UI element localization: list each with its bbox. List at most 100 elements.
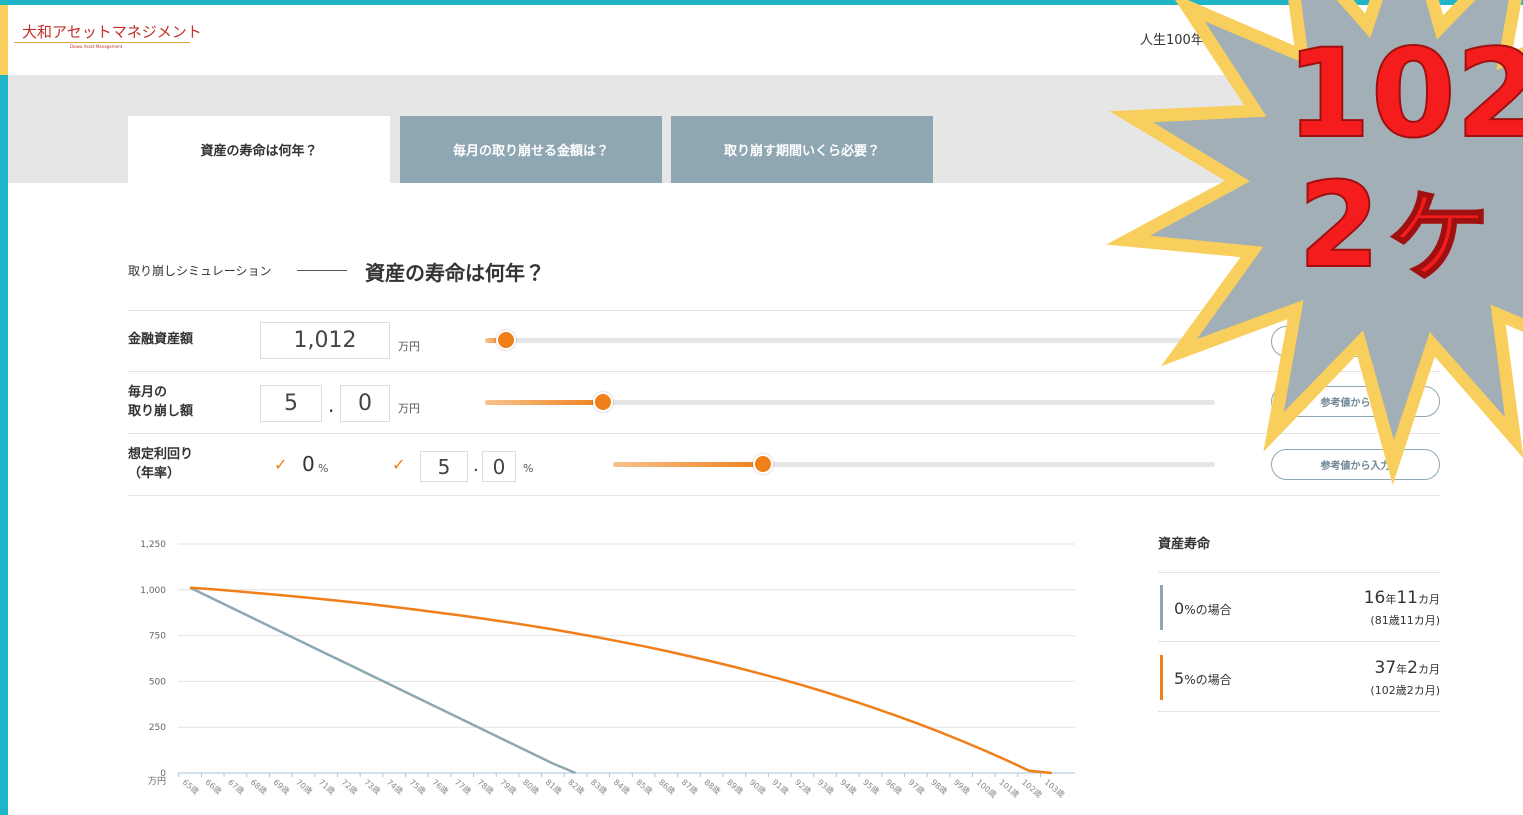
- section-label: 取り崩しシミュレーション: [128, 262, 272, 279]
- x-tick-label: 72歳: [339, 777, 359, 796]
- x-tick-label: 71歳: [317, 777, 337, 796]
- result-rate-suffix: %の場合: [1184, 603, 1231, 617]
- divider: [1158, 711, 1440, 712]
- checkbox[interactable]: ✓: [274, 455, 287, 474]
- x-tick-label: 81歳: [544, 777, 564, 796]
- x-tick-label: 84歳: [612, 777, 632, 796]
- section-title: 資産の寿命は何年？: [365, 257, 545, 286]
- result-age: (81歳11カ月): [1258, 612, 1440, 628]
- x-tick-label: 73歳: [362, 777, 382, 796]
- y-tick-label: 500: [149, 677, 166, 687]
- int-input[interactable]: 5: [260, 385, 322, 422]
- checkbox[interactable]: ✓: [392, 455, 405, 474]
- logo-underline: [14, 42, 190, 43]
- x-tick-label: 80歳: [521, 777, 541, 796]
- x-tick-label: 79歳: [498, 777, 518, 796]
- field-label: 想定利回り（年率）: [128, 445, 193, 483]
- x-tick-label: 75歳: [408, 777, 428, 796]
- x-tick-label: 69歳: [271, 777, 291, 796]
- slider-knob[interactable]: [496, 330, 516, 350]
- x-tick-label: 98歳: [929, 777, 949, 796]
- x-tick-label: 66歳: [203, 777, 223, 796]
- int-input[interactable]: 5: [420, 451, 468, 482]
- series-line: [190, 588, 576, 773]
- reference-button[interactable]: 参考値から入力: [1271, 386, 1440, 417]
- x-tick-label: 86歳: [657, 777, 677, 796]
- x-tick-label: 82歳: [566, 777, 586, 796]
- result-value: 37年2カ月: [1258, 658, 1440, 678]
- dec-input[interactable]: 0: [482, 451, 516, 482]
- x-tick-label: 101歳: [997, 777, 1021, 800]
- x-tick-label: 91歳: [770, 777, 790, 796]
- x-tick-label: 94歳: [838, 777, 858, 796]
- label-line: 取り崩し額: [128, 404, 193, 419]
- logo[interactable]: 大和アセットマネジメント: [22, 21, 202, 42]
- label-line: 想定利回り: [128, 447, 193, 462]
- x-tick-label: 93歳: [816, 777, 836, 796]
- screenshot: 大和アセットマネジメント Daiwa Asset Management 人生10…: [0, 0, 1523, 815]
- series-line: [190, 588, 1052, 773]
- slider-knob[interactable]: [753, 454, 773, 474]
- x-tick-label: 76歳: [430, 777, 450, 796]
- x-tick-label: 87歳: [680, 777, 700, 796]
- result-value: 16年11カ月: [1258, 588, 1440, 608]
- result-rate-suffix: %の場合: [1184, 673, 1231, 687]
- divider: [128, 310, 1440, 311]
- result-bar: [1160, 585, 1163, 630]
- x-tick-label: 88歳: [702, 777, 722, 796]
- x-tick-label: 83歳: [589, 777, 609, 796]
- slider-knob[interactable]: [593, 392, 613, 412]
- months-unit: カ月: [1418, 663, 1440, 676]
- nav-link[interactable]: 人生100年時: [1140, 29, 1217, 48]
- header: 大和アセットマネジメント Daiwa Asset Management 人生10…: [8, 5, 1523, 75]
- decimal-sep: .: [328, 393, 334, 417]
- months: 2: [1407, 658, 1418, 678]
- x-tick-label: 103歳: [1043, 777, 1067, 800]
- decimal-sep: .: [473, 455, 479, 476]
- label-line: 毎月の: [128, 385, 167, 400]
- asset-input[interactable]: 1,012: [260, 322, 390, 359]
- unit: 万円: [398, 400, 420, 416]
- slider-fill: [613, 462, 763, 467]
- x-tick-label: 85歳: [634, 777, 654, 796]
- years-unit: 年: [1396, 663, 1407, 676]
- slider-track[interactable]: [485, 338, 1215, 343]
- x-tick-label: 74歳: [385, 777, 405, 796]
- x-tick-label: 96歳: [884, 777, 904, 796]
- tab-active[interactable]: 資産の寿命は何年？: [128, 116, 390, 183]
- months: 11: [1396, 588, 1418, 608]
- reference-button[interactable]: 参考値から入力: [1271, 449, 1440, 480]
- divider: [1158, 572, 1440, 573]
- dec-input[interactable]: 0: [340, 385, 390, 422]
- x-tick-label: 102歳: [1020, 777, 1044, 800]
- page: Simulation { "header": {"logo": "大和アセットマ…: [0, 0, 1523, 815]
- tab[interactable]: 取り崩す期間いくら必要？: [671, 116, 933, 183]
- result-rate: 0: [1174, 599, 1184, 618]
- y-tick-label: 1,000: [140, 586, 166, 596]
- x-tick-label: 92歳: [793, 777, 813, 796]
- result-label: 5%の場合: [1174, 669, 1232, 688]
- x-tick-label: 70歳: [294, 777, 314, 796]
- y-tick-label: 1,250: [140, 540, 166, 550]
- y-tick-label: 750: [149, 632, 166, 642]
- x-tick-label: 89歳: [725, 777, 745, 796]
- x-tick-label: 78歳: [476, 777, 496, 796]
- years: 37: [1375, 658, 1397, 678]
- field-label: 金融資産額: [128, 330, 193, 349]
- divider: [128, 433, 1440, 434]
- tab[interactable]: 毎月の取り崩せる金額は？: [400, 116, 662, 183]
- result-label: 0%の場合: [1174, 599, 1232, 618]
- unit: 万円: [398, 338, 420, 354]
- divider: [128, 371, 1440, 372]
- reference-button[interactable]: 参考値: [1271, 326, 1440, 357]
- divider: [1158, 641, 1440, 642]
- y-tick-label: 250: [149, 723, 166, 733]
- logo-sub: Daiwa Asset Management: [70, 44, 122, 49]
- field-label: 毎月の取り崩し額: [128, 383, 193, 421]
- x-tick-label: 99歳: [952, 777, 972, 796]
- unit: %: [523, 462, 533, 475]
- x-tick-label: 95歳: [861, 777, 881, 796]
- results-title: 資産寿命: [1158, 535, 1210, 554]
- result-rate: 5: [1174, 669, 1184, 688]
